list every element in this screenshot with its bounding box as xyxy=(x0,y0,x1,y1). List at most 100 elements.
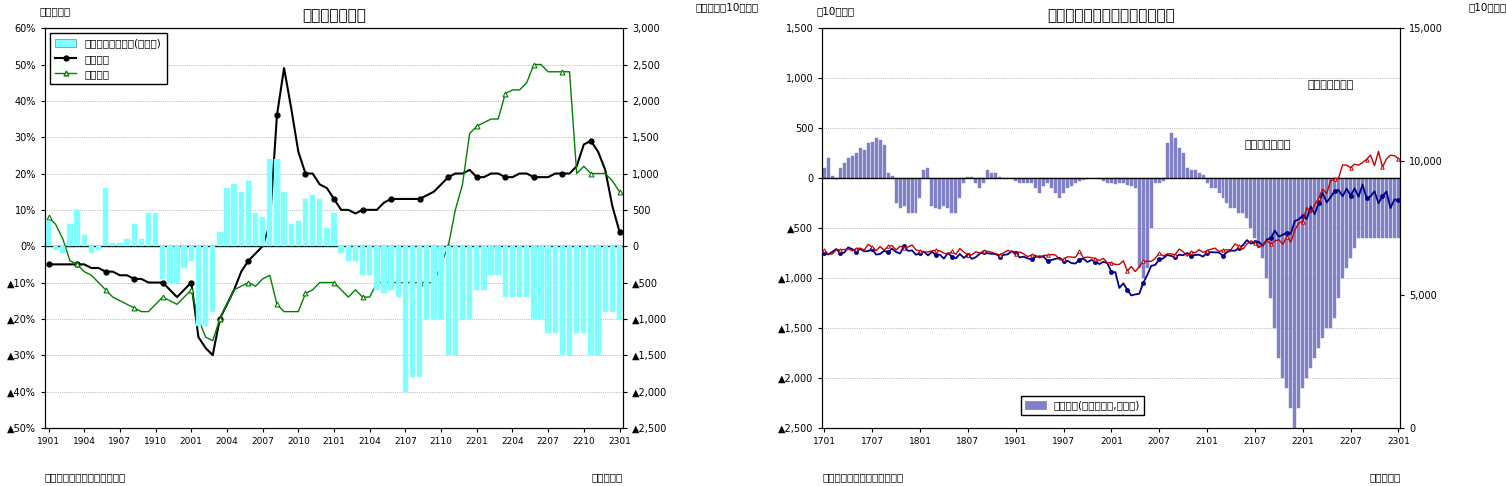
Bar xyxy=(1114,178,1117,184)
Bar xyxy=(245,181,252,246)
Bar xyxy=(339,246,343,254)
Bar xyxy=(1050,178,1053,188)
Bar xyxy=(1250,178,1253,228)
Bar xyxy=(1241,178,1244,213)
Bar xyxy=(902,178,905,206)
Bar xyxy=(566,246,572,355)
Bar xyxy=(417,246,422,377)
Bar xyxy=(68,225,72,246)
Bar xyxy=(1277,178,1280,358)
Bar xyxy=(1059,178,1062,198)
Bar xyxy=(1386,178,1389,238)
Bar xyxy=(1081,178,1084,180)
Bar xyxy=(1389,178,1392,238)
Bar xyxy=(610,246,614,312)
Bar xyxy=(1361,178,1364,238)
Bar xyxy=(1342,178,1343,278)
Bar xyxy=(994,173,997,178)
Bar xyxy=(352,246,358,260)
Bar xyxy=(1069,178,1072,186)
Bar xyxy=(232,184,236,246)
Bar xyxy=(1270,178,1273,298)
Bar xyxy=(503,246,508,297)
Bar xyxy=(545,246,551,333)
Bar xyxy=(998,177,1001,178)
Bar xyxy=(367,246,372,275)
Bar xyxy=(495,246,501,275)
Bar xyxy=(1238,178,1241,213)
Bar xyxy=(1337,178,1340,298)
Bar xyxy=(923,170,926,178)
Bar xyxy=(822,168,825,178)
Bar xyxy=(1190,170,1193,178)
Y-axis label: （前年差、10億円）: （前年差、10億円） xyxy=(696,2,759,12)
Bar xyxy=(1134,178,1137,188)
Bar xyxy=(53,246,59,250)
Bar xyxy=(855,153,858,178)
Bar xyxy=(875,138,878,178)
Bar xyxy=(402,246,408,392)
Bar xyxy=(238,191,244,246)
Bar xyxy=(1321,178,1324,338)
Bar xyxy=(295,221,301,246)
Bar xyxy=(950,178,953,213)
Bar xyxy=(1018,178,1021,183)
Bar xyxy=(74,210,80,246)
Bar xyxy=(438,246,444,319)
Bar xyxy=(345,246,351,260)
Bar xyxy=(1098,178,1101,179)
Bar xyxy=(1381,178,1384,238)
Bar xyxy=(324,228,330,246)
Bar xyxy=(958,178,961,198)
Bar xyxy=(1282,178,1285,378)
Bar xyxy=(914,178,917,213)
Title: 貿易収支（季節調整値）の推移: 貿易収支（季節調整値）の推移 xyxy=(1048,8,1175,23)
Bar xyxy=(553,246,557,333)
Bar xyxy=(851,156,854,178)
Bar xyxy=(1345,178,1348,268)
Bar xyxy=(1038,178,1041,193)
Bar xyxy=(1182,153,1185,178)
Bar xyxy=(1301,178,1304,388)
Bar xyxy=(1066,178,1069,188)
Bar xyxy=(1001,177,1005,178)
Bar xyxy=(1217,178,1220,193)
Bar xyxy=(1126,178,1130,185)
Bar xyxy=(117,243,122,246)
Bar xyxy=(217,232,223,246)
Bar xyxy=(45,221,51,246)
Bar xyxy=(524,246,530,297)
Bar xyxy=(1178,148,1181,178)
Bar xyxy=(834,178,837,179)
Bar xyxy=(1294,178,1297,428)
Bar xyxy=(1023,178,1026,183)
Bar xyxy=(289,225,294,246)
Bar xyxy=(919,178,922,198)
Bar xyxy=(538,246,544,319)
Bar xyxy=(1170,133,1173,178)
Bar xyxy=(1221,178,1224,198)
Bar xyxy=(979,178,982,188)
Bar xyxy=(1214,178,1217,188)
Bar xyxy=(1166,143,1169,178)
Bar xyxy=(955,178,958,213)
Bar xyxy=(1373,178,1376,238)
Legend: 貿易収支(季節調整値,左目盛): 貿易収支(季節調整値,左目盛) xyxy=(1021,397,1145,415)
Bar xyxy=(96,246,101,250)
Bar xyxy=(253,213,258,246)
Bar xyxy=(167,246,173,282)
Bar xyxy=(1146,178,1149,268)
Bar xyxy=(1313,178,1316,358)
Bar xyxy=(517,246,523,297)
Bar xyxy=(1014,178,1017,181)
Bar xyxy=(102,188,108,246)
Bar xyxy=(331,213,337,246)
Bar xyxy=(1026,178,1029,183)
Bar xyxy=(389,246,393,290)
Text: （10億円）: （10億円） xyxy=(816,6,855,16)
Bar xyxy=(459,246,465,319)
Bar xyxy=(1074,178,1077,183)
Bar xyxy=(1030,178,1033,183)
Bar xyxy=(943,178,946,206)
Bar xyxy=(934,178,937,208)
